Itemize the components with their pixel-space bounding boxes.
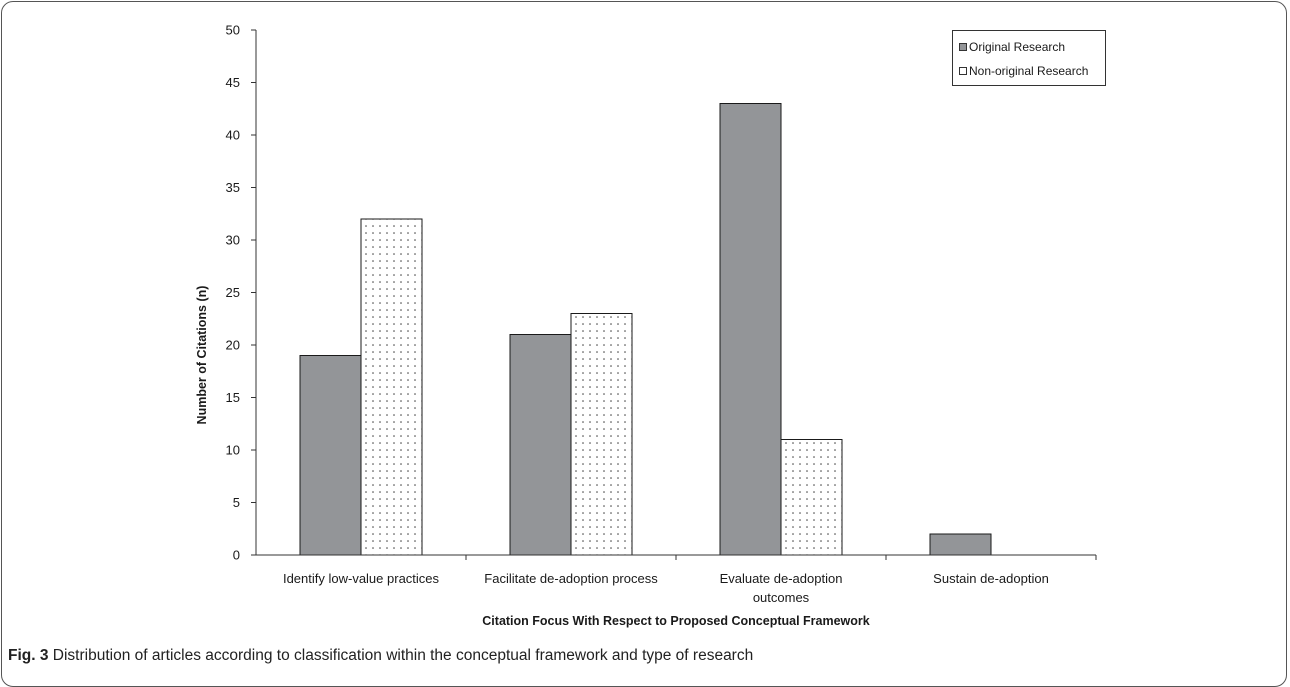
x-tick-label: Identify low-value practices — [283, 571, 440, 586]
x-tick-label: Facilitate de-adoption process — [484, 571, 658, 586]
caption-text: Distribution of articles according to cl… — [52, 647, 754, 664]
legend: Original Research Non-original Research — [952, 30, 1106, 86]
y-tick-label: 5 — [233, 495, 240, 510]
figure-caption: Fig. 3 Distribution of articles accordin… — [8, 647, 753, 665]
bar-non-original-research-1 — [360, 218, 423, 556]
legend-item-original: Original Research — [959, 40, 1065, 54]
legend-swatch-non-original — [959, 67, 967, 75]
bars-group — [256, 103, 1096, 556]
bar-original-research-2 — [509, 334, 572, 556]
legend-item-non-original: Non-original Research — [959, 64, 1088, 78]
y-tick-label: 50 — [226, 23, 240, 38]
y-tick-label: 10 — [226, 443, 240, 458]
x-axis: Identify low-value practices Facilitate d… — [283, 555, 1097, 605]
y-axis: 0 5 10 15 20 25 30 35 40 45 50 — [226, 23, 257, 563]
y-tick-label: 45 — [226, 75, 240, 90]
y-tick-label: 0 — [233, 548, 240, 563]
figure-label: Fig. 3 — [8, 647, 49, 664]
y-tick-label: 30 — [226, 233, 240, 248]
x-tick-label: outcomes — [753, 590, 810, 605]
bar-original-research-4 — [929, 533, 992, 556]
legend-label-non-original: Non-original Research — [969, 64, 1089, 78]
x-axis-title: Citation Focus With Respect to Proposed … — [482, 614, 869, 628]
bar-chart: 0 5 10 15 20 25 30 35 40 45 50 Identify low-value … — [195, 23, 1097, 628]
x-tick-label: Evaluate de-adoption — [720, 571, 843, 586]
bar-non-original-research-3 — [780, 439, 843, 556]
legend-label-original: Original Research — [969, 40, 1066, 54]
y-axis-title: Number of Citations (n) — [195, 286, 209, 425]
bar-original-research-1 — [299, 355, 362, 556]
bar-original-research-3 — [719, 103, 782, 556]
y-tick-label: 20 — [226, 338, 240, 353]
y-tick-label: 35 — [226, 180, 240, 195]
y-tick-label: 25 — [226, 285, 240, 300]
bar-non-original-research-2 — [570, 313, 633, 556]
legend-swatch-original — [959, 43, 967, 51]
y-tick-label: 40 — [226, 128, 240, 143]
x-tick-label: Sustain de-adoption — [933, 571, 1049, 586]
y-tick-label: 15 — [226, 390, 240, 405]
